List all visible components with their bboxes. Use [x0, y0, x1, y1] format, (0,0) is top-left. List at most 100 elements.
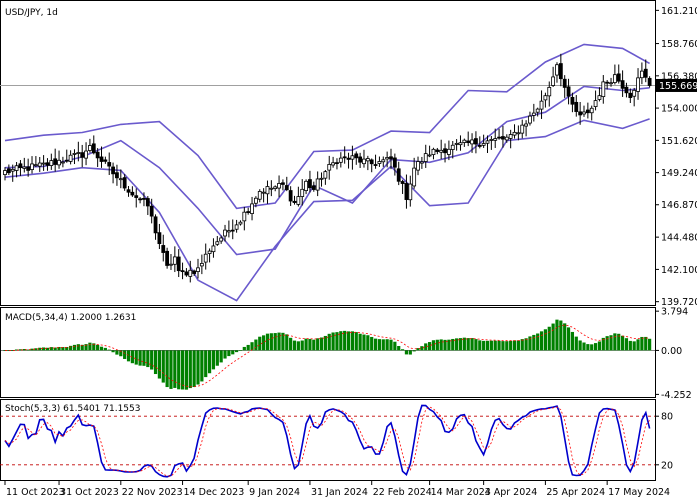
macd-pane-frame: [0, 307, 656, 398]
macd-bar: [462, 337, 466, 351]
axes: 161.210 158.760 156.380 154.000 151.620 149.2…: [4, 6, 697, 498]
candle-body: [543, 95, 548, 101]
candle-body: [33, 164, 38, 167]
macd-bar: [455, 338, 459, 351]
candle-body: [585, 109, 590, 114]
candle-body: [373, 164, 378, 166]
macd-bar: [644, 336, 648, 351]
candle: [585, 102, 590, 119]
macd-bar: [269, 333, 273, 351]
candle: [624, 82, 629, 98]
candle-body: [331, 162, 336, 166]
macd-bar: [335, 332, 339, 351]
candle-body: [14, 165, 19, 171]
candle: [419, 156, 424, 169]
macd-bar: [123, 350, 127, 359]
macd-bar: [501, 341, 505, 351]
candle: [53, 148, 58, 172]
macd-bar: [227, 350, 231, 357]
stoch-tick-label: 80: [661, 412, 673, 423]
candle: [265, 180, 270, 204]
macd-bar: [61, 347, 65, 351]
macd-bar: [242, 346, 246, 351]
candle: [439, 139, 444, 160]
candle: [547, 81, 552, 107]
candle-body: [616, 73, 621, 82]
macd-bar: [593, 343, 598, 351]
macd-bar: [624, 338, 629, 351]
macd-bar: [49, 347, 53, 351]
candle-body: [342, 156, 347, 159]
candle-body: [612, 74, 617, 83]
macd-bar: [323, 335, 327, 351]
candle: [37, 156, 42, 172]
candle: [412, 157, 417, 189]
candle: [489, 135, 494, 150]
candle: [176, 249, 181, 278]
candle: [346, 152, 351, 169]
macd-bar: [258, 336, 262, 351]
candle: [192, 269, 197, 276]
candle-body: [431, 148, 436, 155]
candle: [22, 157, 27, 173]
candle-body: [207, 250, 212, 254]
macd-bar: [150, 350, 154, 370]
candle: [358, 152, 363, 168]
candle-body: [346, 157, 351, 160]
candle: [640, 62, 644, 85]
candle-body: [601, 81, 606, 98]
macd-bar: [532, 334, 536, 351]
candle: [223, 224, 227, 242]
candle: [485, 135, 490, 154]
candle-body: [404, 183, 409, 200]
candle: [115, 164, 119, 186]
candle: [95, 148, 100, 168]
macd-bar: [277, 332, 281, 351]
macd-bar: [231, 350, 235, 355]
candle-body: [99, 156, 104, 162]
price-series: [0, 43, 655, 302]
candle: [10, 164, 15, 182]
macd-bar: [142, 350, 146, 366]
macd-label: MACD(5,34,4) 1.2000 1.2631: [5, 313, 136, 323]
candle: [107, 152, 112, 176]
candle: [504, 134, 509, 143]
candle: [6, 164, 11, 175]
macd-bar: [57, 346, 61, 351]
macd-bar: [482, 340, 486, 351]
macd-bar: [103, 347, 107, 351]
candle: [350, 145, 355, 170]
candle-body: [111, 166, 115, 175]
candle-body: [315, 178, 320, 191]
candle-body: [381, 159, 386, 163]
macd-bar: [111, 350, 115, 353]
stoch-tick-label: 20: [661, 460, 673, 471]
candle: [103, 156, 108, 164]
macd-bar: [76, 344, 80, 351]
candle-body: [107, 162, 112, 167]
candle: [331, 156, 336, 168]
candle: [76, 141, 81, 162]
macd-bar: [505, 341, 509, 351]
macd-bar: [26, 349, 30, 351]
candle-body: [443, 148, 447, 154]
x-tick-label: 17 May 2024: [608, 487, 670, 498]
candle: [246, 207, 251, 215]
candle-body: [242, 211, 247, 222]
macd-bar: [69, 345, 73, 351]
candle: [597, 87, 602, 102]
macd-bar: [354, 332, 358, 351]
macd-bar: [134, 350, 138, 365]
candle-body: [582, 111, 586, 115]
macd-bar: [628, 340, 632, 351]
candle: [365, 155, 370, 171]
candle: [574, 95, 579, 117]
candle: [80, 144, 85, 168]
candle: [269, 180, 274, 197]
macd-bar: [536, 333, 540, 351]
candle-body: [539, 100, 544, 110]
candle-body: [176, 256, 181, 272]
macd-bar: [574, 336, 578, 351]
macd-bar: [648, 338, 652, 351]
